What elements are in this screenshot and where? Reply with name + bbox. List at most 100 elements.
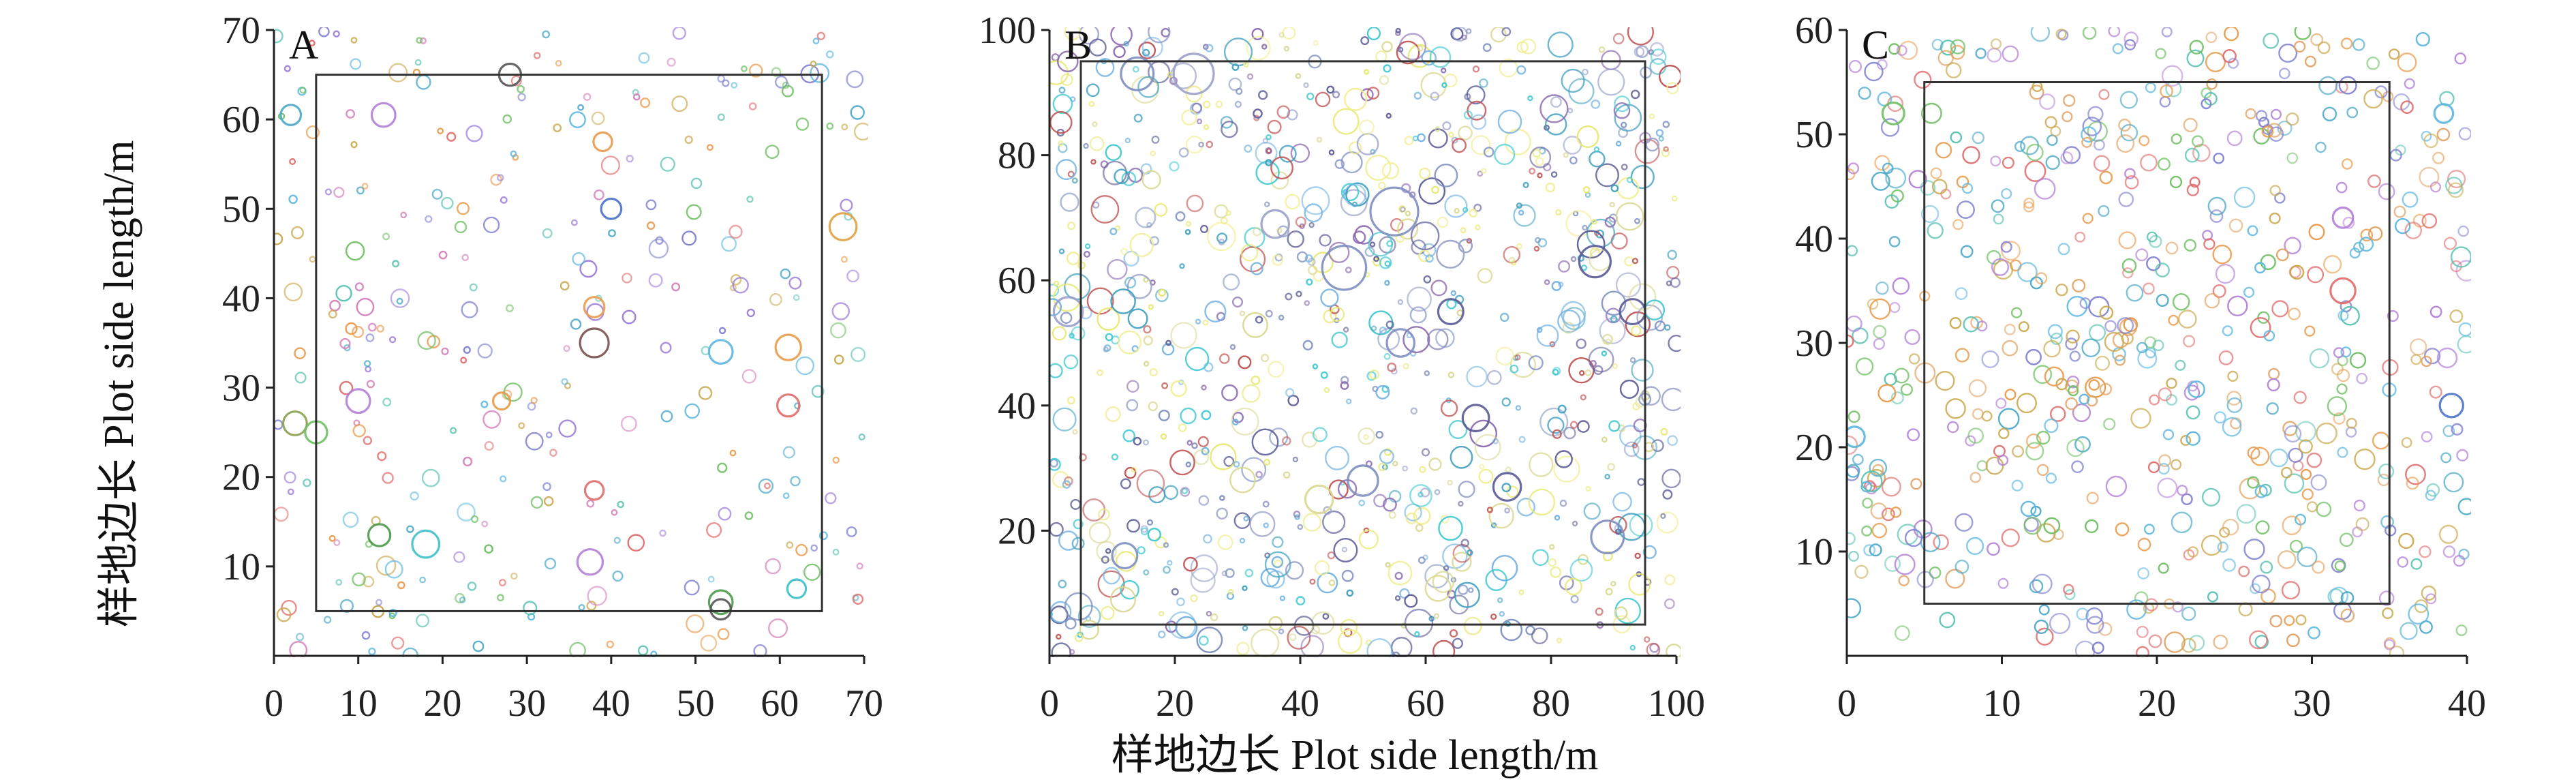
data-point bbox=[1576, 230, 1606, 259]
data-point bbox=[2333, 412, 2346, 425]
data-point bbox=[1402, 326, 1430, 354]
data-point bbox=[856, 562, 863, 570]
data-point bbox=[2044, 418, 2059, 434]
data-point bbox=[527, 402, 536, 411]
data-point bbox=[333, 539, 341, 547]
data-point bbox=[1935, 370, 1955, 391]
data-point-large bbox=[1111, 542, 1139, 570]
data-point bbox=[1221, 570, 1228, 577]
data-point bbox=[2401, 437, 2412, 449]
data-point bbox=[1210, 443, 1237, 470]
data-point bbox=[1620, 121, 1627, 128]
data-point bbox=[2421, 213, 2438, 229]
data-point bbox=[1961, 183, 1974, 194]
data-point bbox=[1086, 83, 1100, 97]
data-point bbox=[2367, 174, 2381, 188]
data-point bbox=[672, 27, 686, 40]
data-point bbox=[1499, 611, 1505, 617]
data-point bbox=[2043, 517, 2061, 534]
data-point bbox=[1600, 50, 1621, 71]
data-point bbox=[2118, 118, 2132, 132]
data-point bbox=[1908, 353, 1920, 365]
data-point bbox=[1126, 380, 1139, 393]
data-point bbox=[2044, 366, 2064, 387]
data-point bbox=[1375, 50, 1387, 63]
y-tick-label: 10 bbox=[222, 546, 260, 588]
data-point bbox=[1180, 407, 1197, 425]
data-point bbox=[1151, 135, 1160, 144]
data-point-large bbox=[579, 327, 610, 359]
data-point bbox=[2275, 248, 2289, 262]
data-point bbox=[2183, 385, 2201, 401]
data-point bbox=[1323, 506, 1332, 515]
data-point bbox=[1143, 335, 1154, 346]
data-point bbox=[1105, 548, 1111, 554]
data-point bbox=[2001, 528, 2020, 547]
data-point bbox=[1146, 519, 1154, 526]
data-point bbox=[2334, 560, 2346, 572]
data-point bbox=[1060, 73, 1073, 87]
data-point bbox=[1316, 136, 1323, 143]
data-point bbox=[1223, 456, 1235, 467]
data-point bbox=[1497, 109, 1522, 134]
data-point bbox=[1287, 109, 1298, 121]
data-point bbox=[2121, 258, 2137, 273]
data-point-large bbox=[707, 339, 734, 365]
data-point bbox=[1103, 346, 1109, 352]
data-point bbox=[1869, 298, 1891, 320]
data-point bbox=[1981, 410, 1993, 422]
data-point bbox=[283, 471, 296, 484]
data-point bbox=[2337, 310, 2349, 322]
data-point bbox=[1601, 333, 1614, 345]
data-point bbox=[748, 102, 757, 110]
data-point-large bbox=[2331, 207, 2355, 229]
data-point bbox=[1072, 429, 1078, 435]
data-point bbox=[1235, 87, 1243, 95]
data-point bbox=[363, 360, 371, 367]
data-point bbox=[460, 357, 467, 364]
data-point bbox=[2218, 350, 2234, 365]
data-point bbox=[1105, 333, 1114, 342]
data-point bbox=[587, 586, 607, 606]
data-point-large bbox=[576, 548, 604, 576]
data-point bbox=[1667, 435, 1678, 447]
data-point bbox=[2160, 84, 2174, 98]
data-point bbox=[613, 537, 621, 544]
data-point bbox=[498, 579, 506, 587]
data-point bbox=[1486, 370, 1502, 385]
data-point bbox=[2074, 231, 2086, 243]
data-point bbox=[2449, 310, 2464, 324]
data-point bbox=[1292, 456, 1299, 463]
data-point bbox=[1605, 588, 1613, 596]
data-point bbox=[1477, 170, 1484, 177]
data-point bbox=[333, 30, 340, 37]
data-point bbox=[1882, 162, 1894, 175]
data-point bbox=[1847, 168, 1856, 181]
data-point bbox=[1954, 513, 1974, 532]
data-point bbox=[2045, 472, 2057, 484]
data-point bbox=[2116, 134, 2135, 153]
data-point bbox=[1430, 280, 1447, 297]
data-point bbox=[1472, 65, 1480, 73]
data-point bbox=[1373, 494, 1387, 508]
x-tick-label: 10 bbox=[339, 682, 378, 725]
data-point bbox=[765, 145, 780, 160]
data-point bbox=[1369, 241, 1376, 247]
data-point bbox=[1387, 560, 1413, 586]
data-point bbox=[1343, 327, 1349, 333]
data-point bbox=[1446, 299, 1457, 310]
y-axis-title: 样地边长 Plot side length/m bbox=[96, 140, 142, 628]
data-point bbox=[2228, 218, 2243, 233]
data-point bbox=[2266, 402, 2279, 415]
data-point bbox=[1340, 183, 1360, 202]
data-point bbox=[459, 597, 466, 603]
data-point bbox=[1527, 95, 1533, 102]
data-point bbox=[1136, 469, 1165, 498]
data-point bbox=[810, 60, 817, 67]
data-point bbox=[1610, 184, 1619, 193]
data-point bbox=[1337, 629, 1363, 654]
data-point bbox=[2457, 335, 2471, 354]
data-point bbox=[1057, 50, 1079, 72]
data-point bbox=[2012, 445, 2025, 458]
